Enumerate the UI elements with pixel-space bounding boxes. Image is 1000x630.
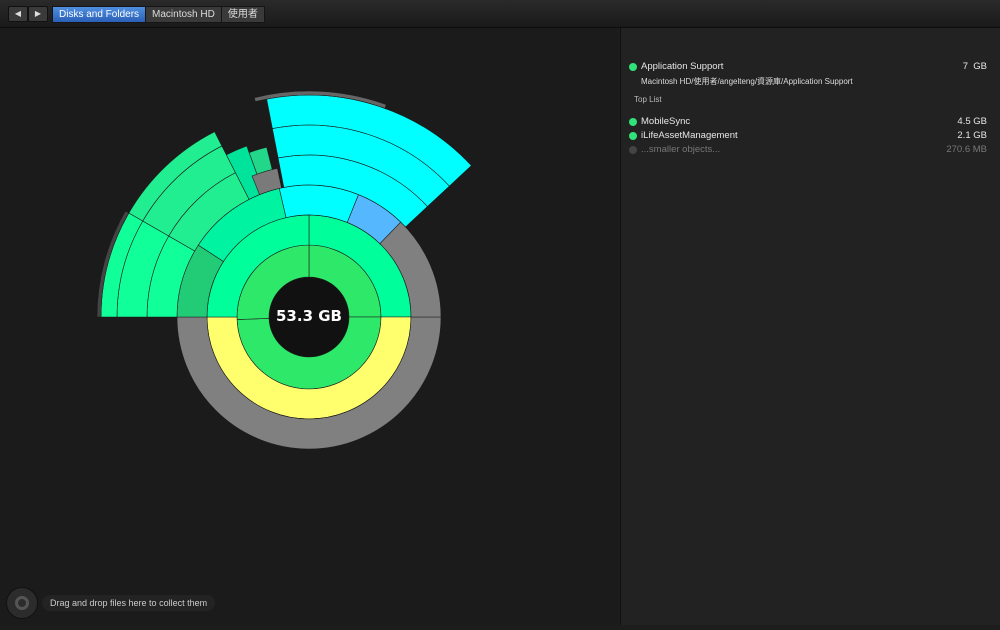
list-item-unit: GB	[973, 116, 987, 127]
list-item-size: 2.1	[957, 130, 971, 141]
collector-dropzone[interactable]: Drag and drop files here to collect them	[6, 587, 216, 619]
list-item-color-dot	[629, 118, 637, 126]
list-item-color-dot	[629, 132, 637, 140]
list-item-size: 4.5	[957, 116, 971, 127]
dropzone-label: Drag and drop files here to collect them	[42, 595, 216, 611]
forward-icon: ▶	[34, 9, 42, 18]
list-item[interactable]: iLifeAssetManagement 2.1 GB	[629, 129, 987, 143]
sunburst-panel: 53.3 GB	[0, 28, 618, 625]
list-item-size: 270.6	[946, 144, 971, 155]
list-item[interactable]: ...smaller objects... 270.6 MB	[629, 143, 987, 157]
selected-item[interactable]: Application Support 7 GB	[629, 60, 987, 74]
breadcrumb-disks-and-folders[interactable]: Disks and Folders	[52, 6, 147, 23]
selected-item-name: Application Support	[641, 61, 724, 72]
segment[interactable]	[176, 316, 442, 450]
segment[interactable]	[251, 167, 282, 196]
segment[interactable]	[253, 90, 387, 109]
segment[interactable]	[128, 131, 223, 222]
selected-item-size: 7	[962, 61, 968, 72]
list-item-unit: GB	[973, 130, 987, 141]
total-size-label: 53.3 GB	[276, 307, 342, 325]
toolbar: ◀ ▶ Disks and Folders Macintosh HD 使用者	[0, 0, 1000, 28]
selected-item-color-dot	[629, 63, 637, 71]
selected-item-path: Macintosh HD/使用者/angelteng/資源庫/Applicati…	[641, 77, 853, 86]
list-item-name: ...smaller objects...	[641, 144, 721, 155]
selected-item-unit: GB	[973, 61, 987, 72]
collector-icon[interactable]	[6, 587, 38, 619]
breadcrumb-macintosh-hd[interactable]: Macintosh HD	[145, 6, 222, 23]
list-item-color-dot	[629, 146, 637, 154]
back-button[interactable]: ◀	[8, 6, 28, 22]
center-hole[interactable]	[269, 277, 349, 357]
top-list-heading: Top List	[634, 95, 662, 104]
list-item-unit: MB	[972, 144, 987, 155]
list-item-name: MobileSync	[641, 116, 691, 127]
segment[interactable]	[96, 210, 130, 318]
breadcrumb-users[interactable]: 使用者	[220, 6, 265, 23]
info-sidebar: Application Support 7 GB Macintosh HD/使用…	[620, 28, 1000, 625]
segment[interactable]	[379, 221, 442, 318]
forward-button[interactable]: ▶	[28, 6, 48, 22]
disk-usage-sunburst: 53.3 GB	[96, 90, 472, 450]
list-item[interactable]: MobileSync 4.5 GB	[629, 115, 987, 129]
list-item-name: iLifeAssetManagement	[641, 130, 738, 141]
back-icon: ◀	[14, 9, 22, 18]
breadcrumb: Disks and Folders Macintosh HD 使用者	[52, 6, 265, 23]
